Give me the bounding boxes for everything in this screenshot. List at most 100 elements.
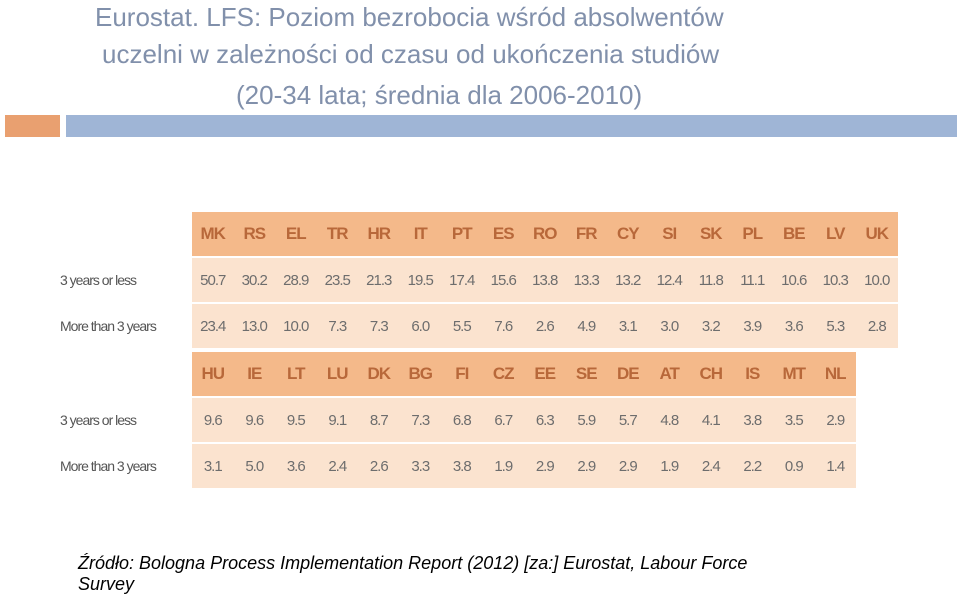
cell-value: 5.5 xyxy=(441,304,483,348)
cell-value: 6.0 xyxy=(399,304,441,348)
cell-value: 1.9 xyxy=(482,444,524,488)
cell-value: 9.5 xyxy=(275,398,317,442)
row-label: 3 years or less xyxy=(60,398,192,442)
cell-value: 3.2 xyxy=(690,304,732,348)
row-label: More than 3 years xyxy=(60,304,192,348)
cell-value: 3.1 xyxy=(192,444,234,488)
cell-value: 5.0 xyxy=(233,444,275,488)
accent-bar xyxy=(66,115,957,137)
cell-value: 5.9 xyxy=(565,398,607,442)
cell-value: 9.6 xyxy=(192,398,234,442)
cell-value: 10.0 xyxy=(275,304,317,348)
cell-value: 11.8 xyxy=(690,258,732,302)
cell-value: 6.8 xyxy=(441,398,483,442)
cell-value: 4.8 xyxy=(648,398,690,442)
column-header: HU xyxy=(192,352,234,396)
title-line: uczelni w zależności od czasu od ukończe… xyxy=(102,39,720,69)
column-header: CH xyxy=(690,352,732,396)
cell-value: 1.4 xyxy=(814,444,856,488)
cell-value: 9.1 xyxy=(316,398,358,442)
column-header: FI xyxy=(441,352,483,396)
column-header: LV xyxy=(814,212,856,256)
cell-value: 3.6 xyxy=(773,304,815,348)
cell-value: 2.8 xyxy=(856,304,898,348)
cell-value: 7.3 xyxy=(358,304,400,348)
title-line: (20-34 lata; średnia dla 2006-2010) xyxy=(236,80,643,110)
column-header: CZ xyxy=(482,352,524,396)
cell-value: 2.9 xyxy=(814,398,856,442)
cell-value: 21.3 xyxy=(358,258,400,302)
cell-value: 3.8 xyxy=(441,444,483,488)
column-header: FR xyxy=(565,212,607,256)
cell-value: 19.5 xyxy=(399,258,441,302)
cell-value: 8.7 xyxy=(358,398,400,442)
cell-value: 50.7 xyxy=(192,258,234,302)
cell-value: 2.6 xyxy=(524,304,566,348)
cell-value: 10.0 xyxy=(856,258,898,302)
cell-value: 4.9 xyxy=(565,304,607,348)
column-header: EL xyxy=(275,212,317,256)
column-header: ES xyxy=(482,212,524,256)
cell-value: 2.2 xyxy=(731,444,773,488)
cell-value: 10.3 xyxy=(814,258,856,302)
cell-value: 2.6 xyxy=(358,444,400,488)
cell-value: 7.6 xyxy=(482,304,524,348)
column-header: DK xyxy=(358,352,400,396)
cell-value: 5.3 xyxy=(814,304,856,348)
cell-value: 12.4 xyxy=(648,258,690,302)
column-header: IT xyxy=(399,212,441,256)
cell-value: 0.9 xyxy=(773,444,815,488)
cell-value: 2.9 xyxy=(565,444,607,488)
cell-value: 3.9 xyxy=(731,304,773,348)
cell-value: 17.4 xyxy=(441,258,483,302)
column-header: NL xyxy=(814,352,856,396)
column-header: SI xyxy=(648,212,690,256)
cell-value: 28.9 xyxy=(275,258,317,302)
column-header: RO xyxy=(524,212,566,256)
cell-value: 10.6 xyxy=(773,258,815,302)
cell-value: 3.3 xyxy=(399,444,441,488)
column-header: HR xyxy=(358,212,400,256)
cell-value: 3.6 xyxy=(275,444,317,488)
cell-value: 13.8 xyxy=(524,258,566,302)
cell-value: 30.2 xyxy=(233,258,275,302)
column-header: TR xyxy=(316,212,358,256)
source-line: Survey xyxy=(78,574,135,594)
column-header: IS xyxy=(731,352,773,396)
column-header: MK xyxy=(192,212,234,256)
cell-value: 2.4 xyxy=(316,444,358,488)
cell-value: 13.3 xyxy=(565,258,607,302)
column-header: CY xyxy=(607,212,649,256)
column-header: MT xyxy=(773,352,815,396)
cell-value: 2.9 xyxy=(524,444,566,488)
cell-value: 23.5 xyxy=(316,258,358,302)
cell-value: 9.6 xyxy=(233,398,275,442)
column-header: SE xyxy=(565,352,607,396)
column-header: PT xyxy=(441,212,483,256)
column-header: AT xyxy=(648,352,690,396)
cell-value: 5.7 xyxy=(607,398,649,442)
column-header: EE xyxy=(524,352,566,396)
cell-value: 2.9 xyxy=(607,444,649,488)
cell-value: 6.7 xyxy=(482,398,524,442)
column-header: SK xyxy=(690,212,732,256)
cell-value: 6.3 xyxy=(524,398,566,442)
column-header: BE xyxy=(773,212,815,256)
row-label: More than 3 years xyxy=(60,444,192,488)
cell-value: 23.4 xyxy=(192,304,234,348)
source-line: Źródło: Bologna Process Implementation R… xyxy=(78,553,748,573)
title-line: Eurostat. LFS: Poziom bezrobocia wśród a… xyxy=(95,2,724,32)
cell-value: 15.6 xyxy=(482,258,524,302)
cell-value: 13.2 xyxy=(607,258,649,302)
cell-value: 3.8 xyxy=(731,398,773,442)
cell-value: 2.4 xyxy=(690,444,732,488)
column-header: DE xyxy=(607,352,649,396)
row-label: 3 years or less xyxy=(60,258,192,302)
column-header: LT xyxy=(275,352,317,396)
column-header: UK xyxy=(856,212,898,256)
cell-value: 1.9 xyxy=(648,444,690,488)
column-header: BG xyxy=(399,352,441,396)
cell-value: 13.0 xyxy=(233,304,275,348)
column-header: LU xyxy=(316,352,358,396)
